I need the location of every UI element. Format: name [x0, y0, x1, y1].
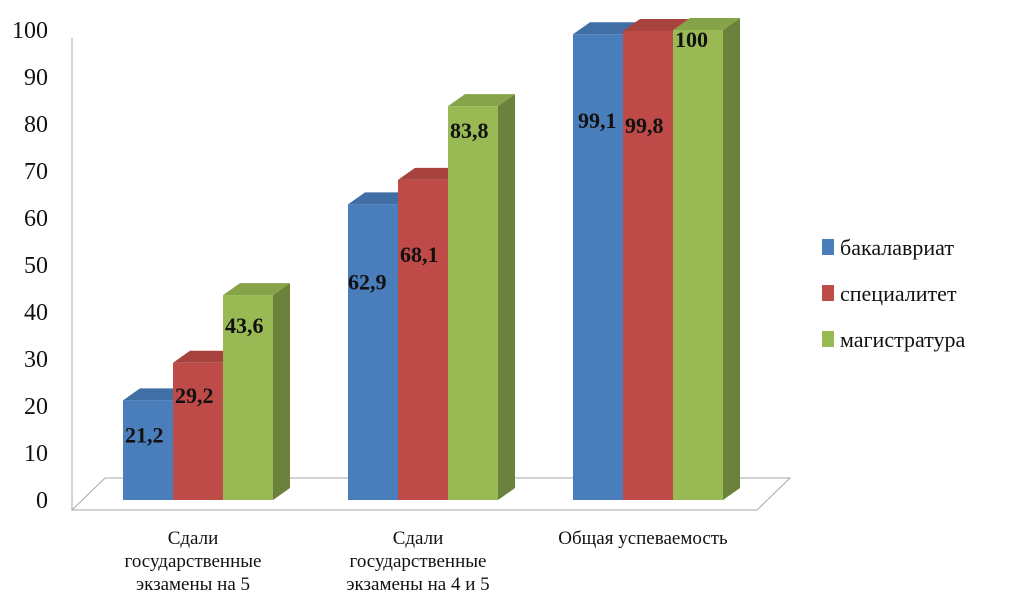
y-tick-label: 0	[36, 488, 48, 514]
bar-магистратура-2	[673, 18, 740, 500]
bar-top	[448, 94, 515, 107]
legend: бакалавриат специалитет магистратура	[822, 235, 966, 352]
category-label: экзамены на 4 и 5	[346, 574, 489, 594]
data-label: 99,1	[578, 108, 617, 133]
data-label: 62,9	[348, 269, 387, 294]
legend-swatch	[822, 239, 834, 255]
category-label: Сдали	[393, 528, 444, 549]
data-label: 100	[675, 27, 708, 52]
category-label: государственные	[125, 551, 262, 572]
bar-front	[623, 30, 673, 500]
bar-front	[573, 34, 623, 500]
y-tick-label: 80	[24, 112, 48, 138]
bar-магистратура-1	[448, 94, 515, 500]
category-label: Сдали	[168, 528, 219, 549]
data-labels: 21,2 29,2 43,6 62,9 68,1 83,8 99,1 99,8 100	[125, 27, 708, 447]
bars	[123, 18, 740, 500]
data-label: 83,8	[450, 118, 489, 143]
bar-front	[123, 400, 173, 500]
category-label: Общая успеваемость	[558, 528, 728, 549]
bar-side	[723, 18, 740, 500]
legend-item: специалитет	[822, 281, 957, 306]
legend-label: магистратура	[840, 327, 966, 352]
data-label: 99,8	[625, 113, 664, 138]
y-tick-label: 90	[24, 65, 48, 91]
bar-top	[223, 283, 290, 296]
y-tick-label: 40	[24, 300, 48, 326]
y-tick-label: 60	[24, 206, 48, 232]
legend-swatch	[822, 331, 834, 347]
bar-front	[223, 295, 273, 500]
legend-item: магистратура	[822, 327, 966, 352]
data-label: 68,1	[400, 242, 439, 267]
y-tick-label: 10	[24, 441, 48, 467]
bar-side	[498, 94, 515, 500]
category-label: экзамены на 5	[136, 574, 250, 594]
y-tick-label: 20	[24, 394, 48, 420]
bar-front	[348, 204, 398, 500]
data-label: 21,2	[125, 422, 164, 447]
bar-top	[623, 18, 690, 31]
legend-swatch	[822, 285, 834, 301]
bar-front	[448, 106, 498, 500]
y-axis: 0 10 20 30 40 50 60 70 80 90 100	[12, 18, 73, 514]
legend-item: бакалавриат	[822, 235, 954, 260]
y-tick-label: 30	[24, 347, 48, 373]
y-tick-label: 50	[24, 253, 48, 279]
bar-магистратура-0	[223, 283, 290, 500]
legend-label: бакалавриат	[840, 235, 954, 260]
y-tick-label: 100	[12, 18, 48, 44]
bar-side	[273, 283, 290, 500]
category-label: государственные	[350, 551, 487, 572]
bar-front	[398, 179, 448, 500]
data-label: 29,2	[175, 383, 214, 408]
y-tick-label: 70	[24, 159, 48, 185]
legend-label: специалитет	[840, 281, 957, 306]
data-label: 43,6	[225, 313, 264, 338]
bar-front	[173, 362, 223, 500]
bar-front	[673, 30, 723, 500]
bar-top	[673, 18, 740, 30]
